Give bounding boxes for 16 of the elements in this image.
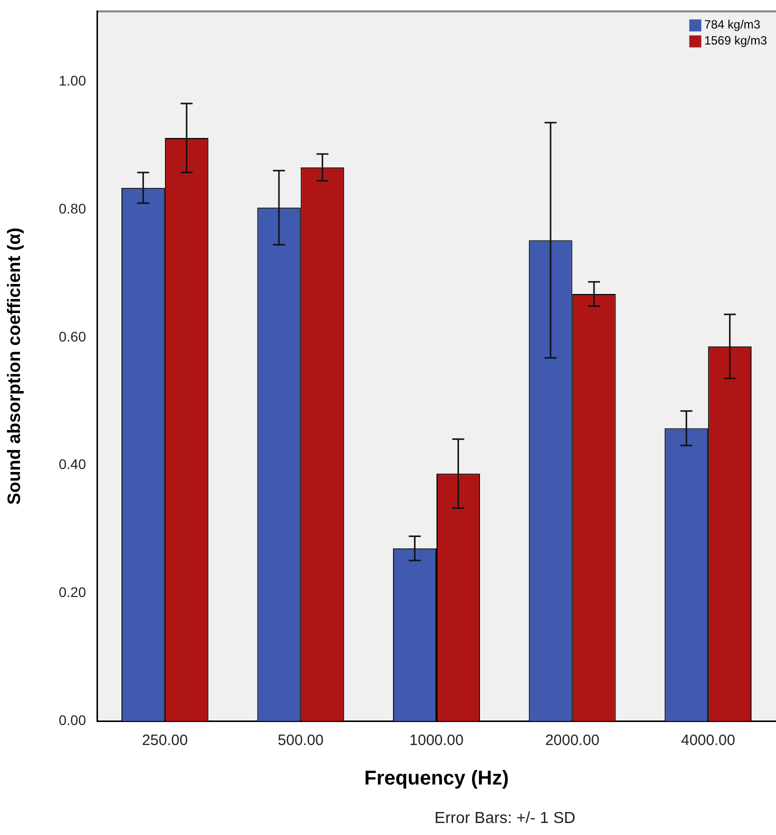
y-tick-label: 1.00: [58, 72, 86, 89]
x-tick-label: 1000.00: [409, 732, 464, 750]
text: Error Bars: +/- 1 SD: [434, 810, 576, 827]
y-axis-title: Sound absorption coefficient (α): [4, 228, 24, 505]
x-tick-label: 4000.00: [680, 732, 736, 750]
legend-label: 1569 kg/m3: [704, 34, 768, 48]
y-tick-label: 0.40: [58, 456, 86, 472]
y-tick-label: 0.80: [58, 200, 86, 216]
x-tick-label: 250.00: [142, 732, 188, 750]
x-tick-label: 2000.00: [545, 732, 600, 750]
y-tick-label: 0.00: [58, 712, 86, 728]
legend-label: 784 kg/m3: [704, 18, 761, 32]
x-tick-label: 500.00: [278, 732, 324, 750]
y-tick-label: 0.20: [58, 584, 86, 600]
x-axis-title: Frequency (Hz): [364, 768, 509, 790]
y-tick-label: 0.60: [58, 328, 86, 344]
